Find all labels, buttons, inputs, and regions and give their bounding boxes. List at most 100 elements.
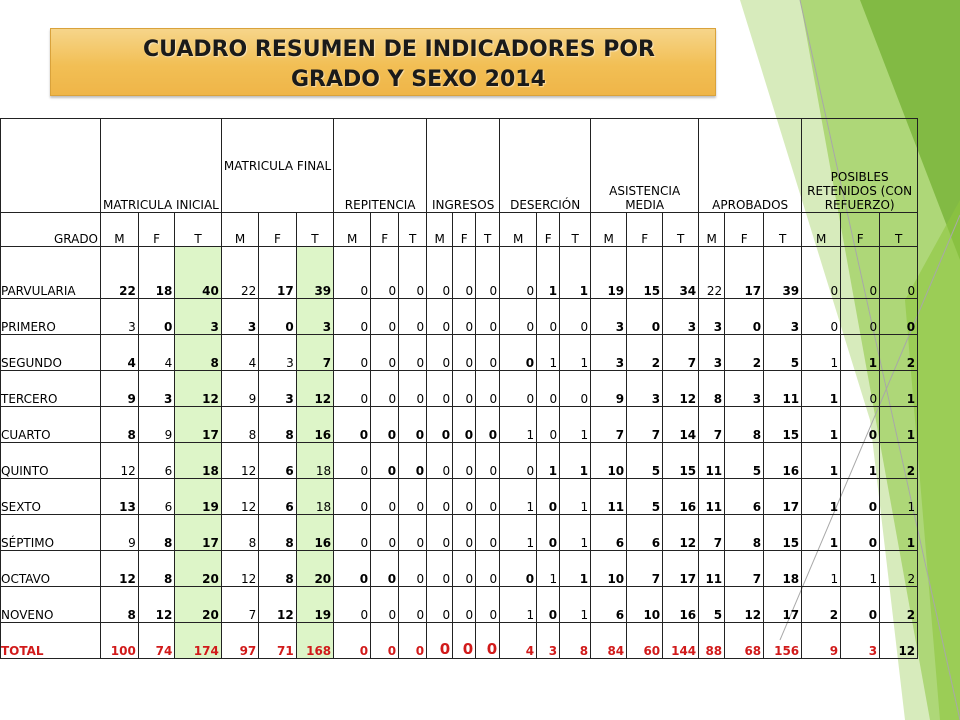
value-cell: 12 — [258, 586, 297, 623]
value-cell: 0 — [840, 298, 881, 335]
header-m: M — [100, 212, 139, 247]
value-cell: 6 — [137, 478, 176, 515]
value-cell: 0 — [370, 334, 400, 371]
value-cell: 0 — [452, 246, 477, 299]
value-cell: 7 — [590, 406, 628, 443]
value-cell: 1 — [559, 334, 592, 371]
table-row: PARVULARIA 22 18 40 22 17 39 0 0 0 0 0 0 0 1 1 19 15 34 22 1… — [0, 246, 919, 299]
value-cell: 12 — [100, 550, 139, 587]
total-row: TOTAL 100 74 174 97 71 168 0 0 0 0 0 0 4 3 8 84 60 144 88 68… — [0, 622, 919, 659]
value-cell: 6 — [258, 478, 297, 515]
header-f: F — [258, 212, 297, 247]
value-cell: 0 — [840, 514, 881, 551]
value-cell: 0 — [333, 246, 372, 299]
value-cell: 0 — [333, 334, 372, 371]
value-cell: 0 — [370, 586, 400, 623]
value-cell: 11 — [590, 478, 628, 515]
value-cell: 0 — [475, 550, 501, 587]
value-cell: 19 — [590, 246, 628, 299]
total-value-cell: 84 — [590, 622, 628, 659]
value-cell: 0 — [475, 442, 501, 479]
value-cell: 0 — [333, 442, 372, 479]
value-cell: 8 — [258, 514, 297, 551]
value-cell: 8 — [220, 406, 260, 443]
value-cell: 0 — [840, 246, 881, 299]
value-cell: 12 — [100, 442, 139, 479]
total-value-cell: 9 — [801, 622, 842, 659]
value-cell: 15 — [763, 514, 803, 551]
value-cell: 0 — [879, 246, 919, 299]
value-cell: 0 — [499, 298, 538, 335]
value-cell: 8 — [174, 334, 222, 371]
grade-cell: SEXTO — [0, 478, 101, 515]
table-row: OCTAVO 12 8 20 12 8 20 0 0 0 0 0 0 0 1 1 10 7 17 11 7 18 1 1 2 — [0, 550, 919, 587]
value-cell: 17 — [174, 514, 222, 551]
value-cell: 3 — [590, 298, 628, 335]
value-cell: 1 — [559, 550, 592, 587]
value-cell: 8 — [100, 406, 139, 443]
value-cell: 15 — [626, 246, 664, 299]
total-value-cell: 12 — [879, 622, 919, 659]
value-cell: 2 — [879, 550, 919, 587]
value-cell: 0 — [370, 442, 400, 479]
value-cell: 0 — [398, 550, 428, 587]
value-cell: 0 — [475, 334, 501, 371]
value-cell: 34 — [662, 246, 700, 299]
value-cell: 17 — [763, 586, 803, 623]
value-cell: 9 — [100, 514, 139, 551]
value-cell: 39 — [763, 246, 803, 299]
value-cell: 0 — [452, 442, 477, 479]
value-cell: 8 — [698, 370, 726, 407]
header-t: T — [763, 212, 803, 247]
total-value-cell: 74 — [137, 622, 176, 659]
total-value-cell: 68 — [724, 622, 765, 659]
value-cell: 0 — [426, 514, 454, 551]
header-posibles-retenidos: POSIBLES RETENIDOS (CON REFUERZO) — [801, 118, 919, 213]
header-m: M — [220, 212, 260, 247]
value-cell: 0 — [475, 406, 501, 443]
value-cell: 7 — [295, 334, 335, 371]
value-cell: 1 — [559, 442, 592, 479]
total-value-cell: 0 — [333, 622, 372, 659]
value-cell: 12 — [137, 586, 176, 623]
value-cell: 17 — [174, 406, 222, 443]
value-cell: 0 — [452, 406, 477, 443]
value-cell: 0 — [426, 246, 454, 299]
value-cell: 0 — [426, 334, 454, 371]
value-cell: 0 — [426, 550, 454, 587]
value-cell: 5 — [626, 442, 664, 479]
value-cell: 3 — [698, 334, 726, 371]
slide-title-line-2: GRADO Y SEXO 2014 — [291, 67, 546, 92]
header-m: M — [333, 212, 372, 247]
value-cell: 2 — [626, 334, 664, 371]
value-cell: 17 — [763, 478, 803, 515]
value-cell: 3 — [174, 298, 222, 335]
table-row: SEGUNDO 4 4 8 4 3 7 0 0 0 0 0 0 0 1 1 3 2 7 3 2 5 1 1 2 — [0, 334, 919, 371]
value-cell: 0 — [370, 550, 400, 587]
value-cell: 1 — [499, 514, 538, 551]
value-cell: 0 — [499, 246, 538, 299]
value-cell: 0 — [559, 370, 592, 407]
slide-title-box: CUADRO RESUMEN DE INDICADORES POR GRADO … — [50, 28, 716, 96]
indicators-table: MATRICULA INICIAL MATRICULA FINAL REPITE… — [0, 118, 919, 659]
value-cell: 2 — [879, 442, 919, 479]
value-cell: 4 — [100, 334, 139, 371]
value-cell: 0 — [398, 298, 428, 335]
value-cell: 8 — [220, 514, 260, 551]
value-cell: 0 — [333, 298, 372, 335]
value-cell: 4 — [220, 334, 260, 371]
value-cell: 9 — [220, 370, 260, 407]
value-cell: 0 — [499, 370, 538, 407]
value-cell: 0 — [333, 514, 372, 551]
value-cell: 0 — [536, 370, 561, 407]
header-f: F — [536, 212, 561, 247]
value-cell: 3 — [662, 298, 700, 335]
value-cell: 1 — [499, 478, 538, 515]
value-cell: 0 — [426, 442, 454, 479]
value-cell: 0 — [475, 246, 501, 299]
value-cell: 1 — [840, 442, 881, 479]
value-cell: 0 — [475, 478, 501, 515]
value-cell: 6 — [590, 586, 628, 623]
value-cell: 5 — [698, 586, 726, 623]
value-cell: 0 — [398, 478, 428, 515]
